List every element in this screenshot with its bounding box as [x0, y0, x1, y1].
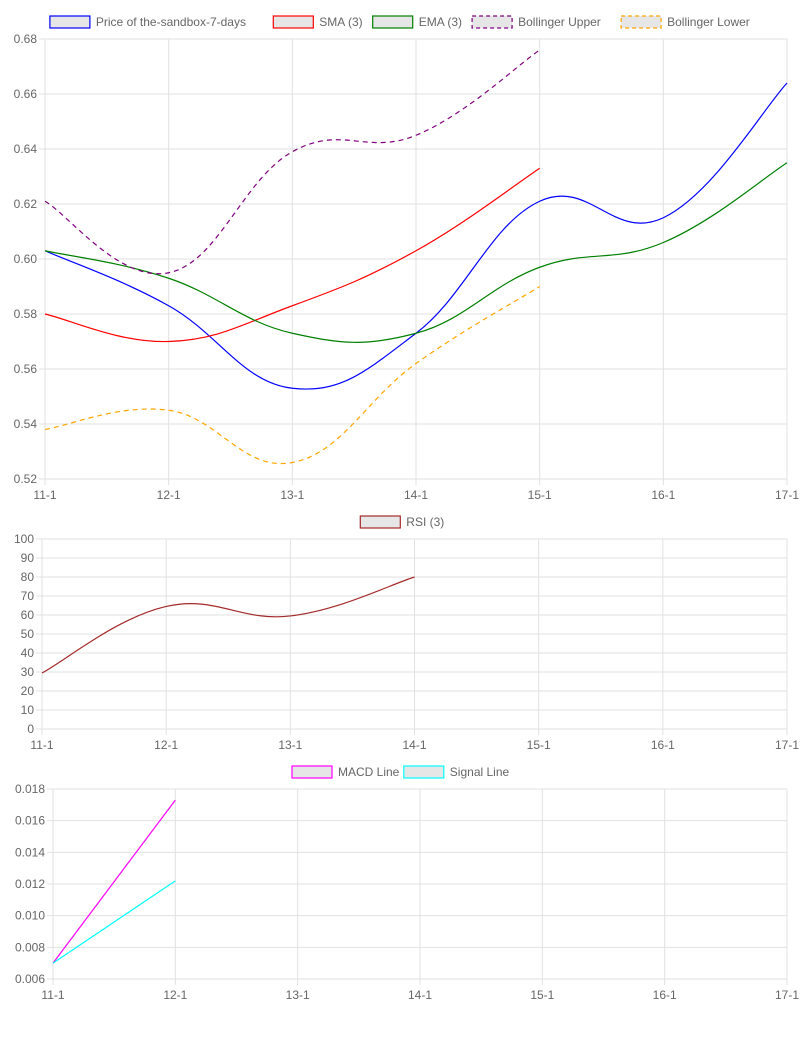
y-tick-label: 70	[21, 589, 35, 603]
x-tick-label: 11-1	[41, 988, 64, 1002]
grid	[36, 538, 788, 735]
legend-swatch	[403, 765, 445, 779]
y-tick-label: 100	[14, 532, 34, 546]
series-line	[41, 576, 415, 674]
legend-swatch	[471, 15, 513, 29]
legend-swatch	[372, 15, 414, 29]
legend-item[interactable]: Price of the-sandbox-7-days	[49, 15, 246, 29]
legend: Price of the-sandbox-7-days SMA (3) EMA (3…	[49, 15, 750, 29]
y-tick-label: 0.010	[15, 909, 45, 923]
legend-label: Bollinger Lower	[667, 15, 750, 29]
y-tick-label: 0	[27, 722, 34, 736]
legend-item[interactable]: Bollinger Lower	[620, 15, 750, 29]
y-tick-label: 10	[21, 703, 35, 717]
legend-item[interactable]: MACD Line	[291, 765, 400, 779]
x-tick-label: 12-1	[157, 488, 181, 502]
series-line	[52, 799, 176, 964]
x-tick-label: 13-1	[286, 988, 310, 1002]
x-tick-label: 11-1	[30, 738, 53, 752]
legend-label: EMA (3)	[419, 15, 462, 29]
y-tick-label: 90	[21, 551, 35, 565]
macd-chart: 0.006 0.008 0.010 0.012 0.014 0.016 0.018 11-1 1…	[15, 765, 799, 1002]
grid	[47, 788, 788, 985]
y-tick-label: 30	[21, 665, 35, 679]
x-tick-label: 14-1	[408, 988, 432, 1002]
series-line	[52, 880, 176, 964]
y-tick-label: 0.64	[14, 142, 38, 156]
x-tick-label: 14-1	[404, 488, 428, 502]
legend: MACD Line Signal Line	[291, 765, 510, 779]
x-tick-label: 16-1	[651, 488, 675, 502]
legend-swatch	[620, 15, 662, 29]
y-tick-label: 0.58	[14, 307, 38, 321]
legend-label: Signal Line	[450, 765, 510, 779]
y-tick-label: 50	[21, 627, 35, 641]
y-tick-label: 60	[21, 608, 35, 622]
x-tick-label: 17-1	[775, 988, 799, 1002]
y-tick-label: 0.60	[14, 252, 38, 266]
series-line	[44, 285, 540, 465]
x-tick-label: 16-1	[653, 988, 677, 1002]
legend-item[interactable]: SMA (3)	[272, 15, 363, 29]
legend-swatch	[272, 15, 314, 29]
x-tick-label: 14-1	[402, 738, 426, 752]
y-tick-label: 80	[21, 570, 35, 584]
y-tick-label: 0.012	[15, 877, 45, 891]
x-tick-label: 15-1	[530, 988, 554, 1002]
legend-label: MACD Line	[338, 765, 400, 779]
y-tick-label: 0.008	[15, 940, 45, 954]
grid	[39, 38, 788, 485]
rsi-chart: 0 10 20 30 40 50 60 70 80 90 100 11-1 12-1 13-1 14-1 15…	[14, 515, 799, 752]
series-line	[44, 49, 541, 275]
legend-swatch	[49, 15, 91, 29]
y-tick-label: 0.68	[14, 32, 38, 46]
x-tick-label: 12-1	[154, 738, 178, 752]
price-indicators-chart: 0.52 0.54 0.56 0.58 0.60 0.62 0.64 0.66 0.68 11-1…	[14, 15, 800, 502]
series-line	[44, 82, 788, 390]
legend-item[interactable]: Signal Line	[403, 765, 510, 779]
y-tick-label: 0.56	[14, 362, 38, 376]
x-tick-label: 11-1	[33, 488, 56, 502]
series-line	[44, 167, 541, 343]
y-tick-label: 0.016	[15, 814, 45, 828]
y-tick-label: 40	[21, 646, 35, 660]
y-tick-label: 0.66	[14, 87, 38, 101]
x-tick-label: 15-1	[528, 488, 552, 502]
y-tick-label: 0.018	[15, 782, 45, 796]
legend: RSI (3)	[359, 515, 444, 529]
y-tick-label: 0.62	[14, 197, 38, 211]
legend-label: Bollinger Upper	[518, 15, 601, 29]
y-tick-label: 0.54	[14, 417, 38, 431]
y-tick-label: 0.014	[15, 845, 45, 859]
x-tick-label: 13-1	[278, 738, 302, 752]
x-tick-label: 16-1	[651, 738, 675, 752]
x-tick-label: 17-1	[775, 488, 799, 502]
legend-label: RSI (3)	[406, 515, 444, 529]
x-tick-label: 12-1	[163, 988, 187, 1002]
legend-item[interactable]: Bollinger Upper	[471, 15, 601, 29]
legend-item[interactable]: RSI (3)	[359, 515, 444, 529]
x-tick-label: 15-1	[527, 738, 551, 752]
x-tick-label: 13-1	[280, 488, 304, 502]
series-line	[44, 162, 788, 343]
legend-swatch	[291, 765, 333, 779]
y-tick-label: 20	[21, 684, 35, 698]
legend-item[interactable]: EMA (3)	[372, 15, 462, 29]
y-tick-label: 0.52	[14, 472, 38, 486]
legend-label: Price of the-sandbox-7-days	[96, 15, 246, 29]
legend-label: SMA (3)	[319, 15, 362, 29]
legend-swatch	[359, 515, 401, 529]
x-tick-label: 17-1	[775, 738, 799, 752]
y-tick-label: 0.006	[15, 972, 45, 986]
